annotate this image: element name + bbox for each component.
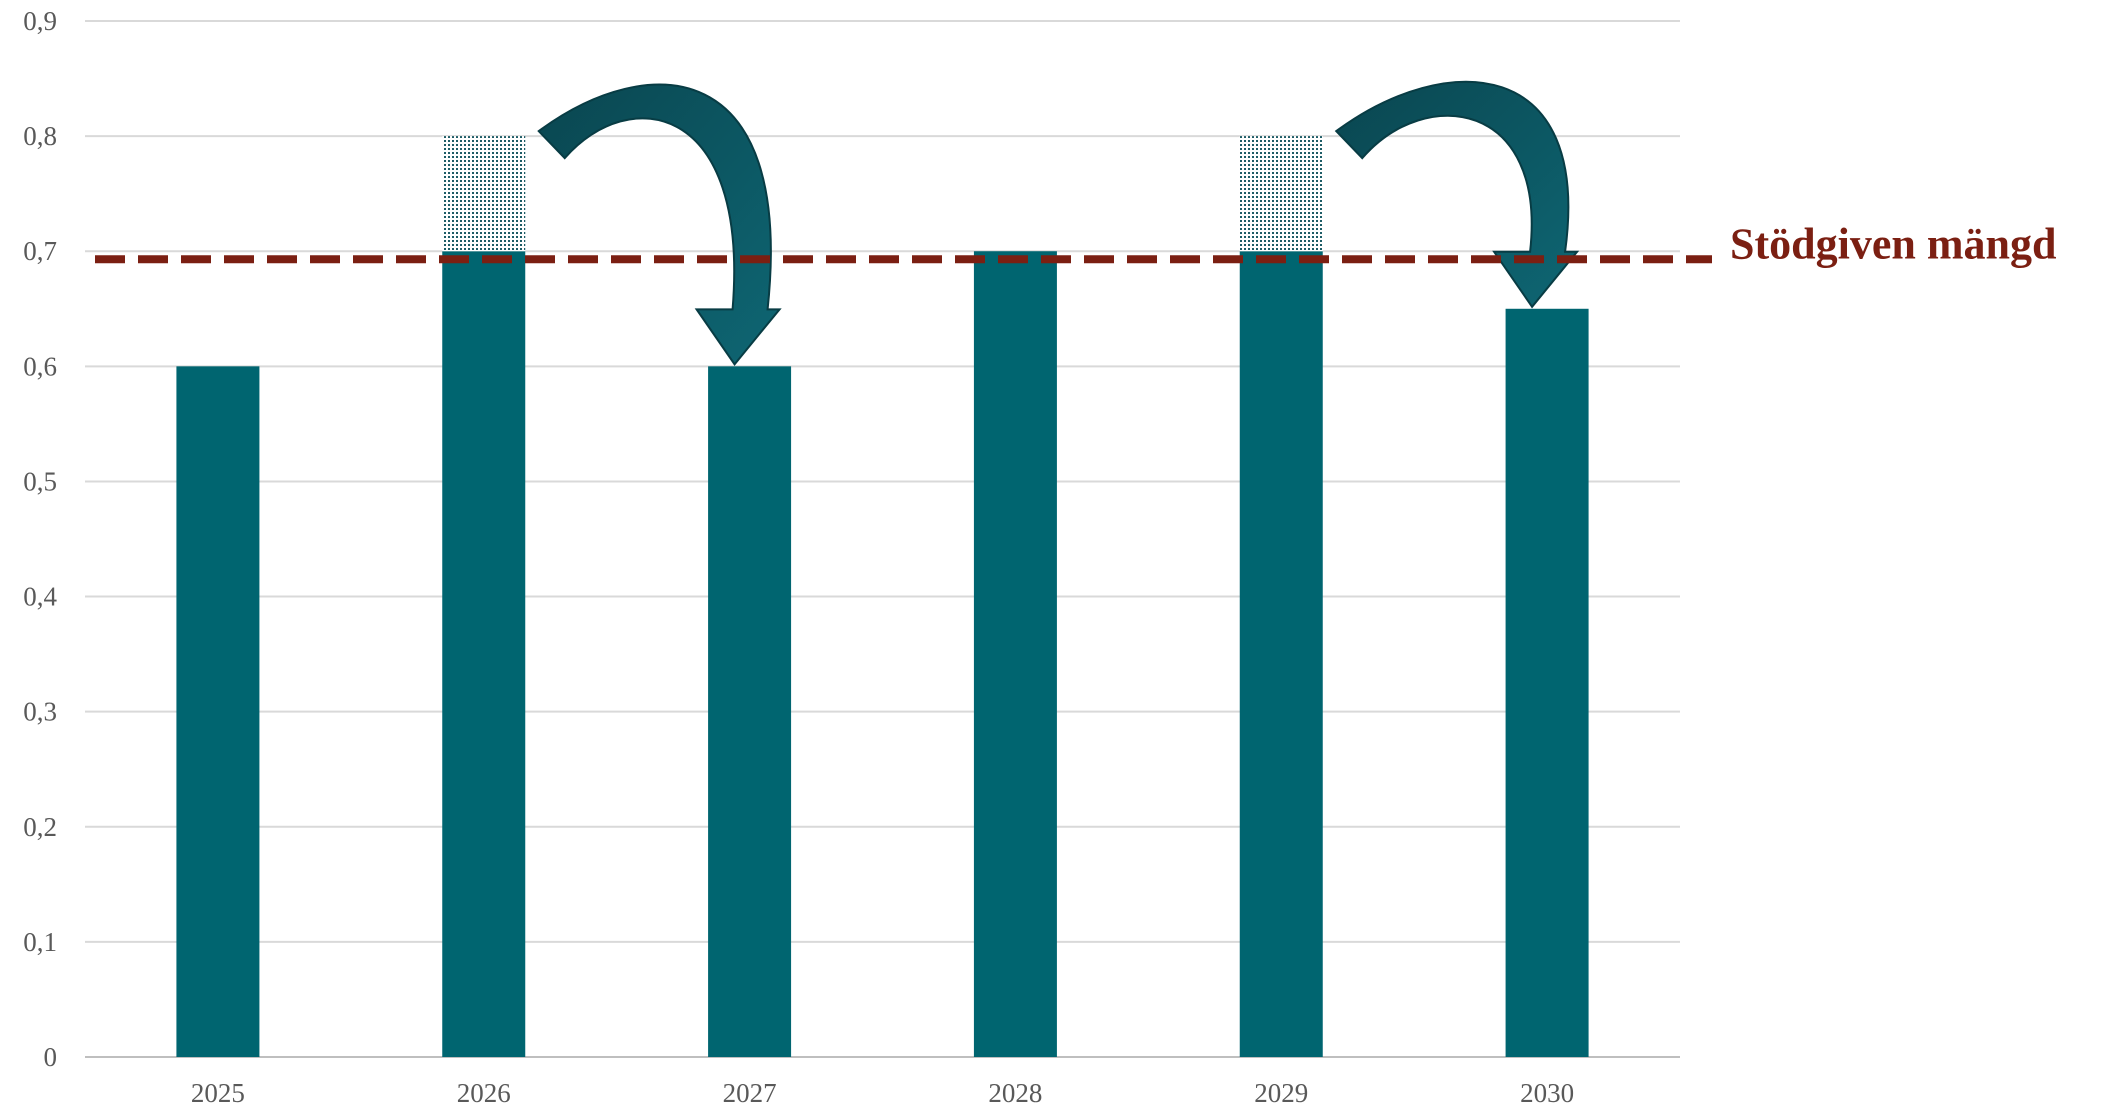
bars: [176, 136, 1589, 1057]
transfer-arrow: [537, 83, 782, 366]
y-tick-label: 0,8: [23, 121, 57, 151]
y-axis-ticks: 0 0,1 0,2 0,3 0,4 0,5 0,6 0,7 0,8 0,9: [23, 6, 57, 1072]
y-tick-label: 0,1: [23, 927, 57, 957]
x-tick-label: 2028: [988, 1078, 1042, 1108]
reference-line-label: Stödgiven mängd: [1730, 219, 2056, 268]
y-tick-label: 0,5: [23, 466, 57, 496]
x-tick-label: 2029: [1254, 1078, 1308, 1108]
bar: [1505, 308, 1589, 1057]
x-axis-ticks: 2025 2026 2027 2028 2029 2030: [191, 1078, 1574, 1108]
bar: [708, 366, 792, 1057]
bar: [973, 251, 1057, 1057]
reference-line-group: Stödgiven mängd: [95, 219, 2056, 268]
y-tick-label: 0,7: [23, 236, 57, 266]
x-tick-label: 2025: [191, 1078, 245, 1108]
y-tick-label: 0: [44, 1042, 58, 1072]
y-tick-label: 0,4: [23, 582, 57, 612]
x-tick-label: 2027: [723, 1078, 777, 1108]
y-tick-label: 0,3: [23, 697, 57, 727]
x-tick-label: 2030: [1520, 1078, 1574, 1108]
y-tick-label: 0,6: [23, 351, 57, 381]
transfer-arrows: [537, 80, 1580, 366]
y-tick-label: 0,9: [23, 6, 57, 36]
bar-excess: [442, 136, 526, 252]
y-tick-label: 0,2: [23, 812, 57, 842]
x-tick-label: 2026: [457, 1078, 511, 1108]
bar-excess: [1239, 136, 1323, 252]
bar: [442, 251, 526, 1057]
bar: [176, 366, 260, 1057]
gridlines: [85, 20, 1680, 1058]
bar: [1239, 251, 1323, 1057]
transfer-arrow: [1334, 80, 1580, 309]
